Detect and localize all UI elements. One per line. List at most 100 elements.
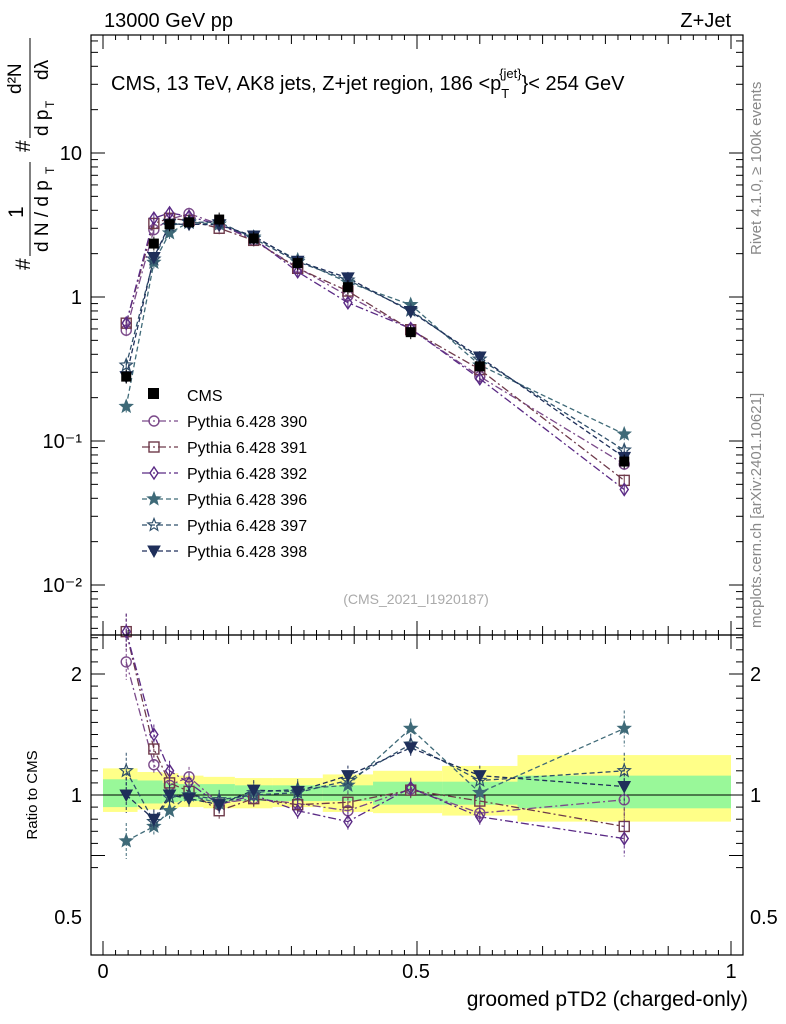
ratio-series-point	[246, 784, 261, 798]
ratio-series-point	[472, 784, 488, 800]
ratio-series-point	[290, 785, 305, 799]
ratio-series-point	[343, 814, 353, 829]
ratio-band-inner	[103, 779, 138, 808]
ytick-label-0.01: 10⁻²	[43, 575, 83, 597]
main-series-point	[161, 224, 178, 240]
legend-series-label: Pythia 6.428 390	[187, 414, 307, 431]
main-panel: 10 1 10⁻¹ 10⁻² CMS, 13 TeV, AK8 jets, Z+…	[5, 34, 744, 636]
ylabel-hash2: #	[12, 140, 35, 152]
ratio-ytick-label-2: 2	[71, 664, 82, 686]
ylabel-T: T	[43, 166, 57, 174]
legend-series-label: Pythia 6.428 398	[187, 544, 307, 561]
legend-cms-marker	[148, 388, 159, 399]
ratio-series-point	[405, 780, 416, 796]
cms-data-point	[292, 258, 303, 269]
title-tail: }< 254 GeV	[522, 73, 626, 95]
ylabel-d2N: d²N	[5, 63, 26, 94]
main-series-point	[118, 357, 134, 372]
title-sup: {jet}	[499, 66, 522, 81]
main-series-point	[292, 264, 303, 280]
ytick-label-0.1: 10⁻¹	[43, 431, 83, 453]
ratio-panel: 2 1 0.5 2 1 0.5 Ratio to CMS 0 0.5 1 gro…	[24, 613, 778, 1011]
ratio-series-point	[147, 813, 161, 827]
title-main: CMS, 13 TeV, AK8 jets, Z+jet region, 186…	[111, 73, 501, 95]
legend-series-label: Pythia 6.428 397	[187, 518, 307, 535]
y-axis-label: # 1 d N / d p T # d²N d p T dλ	[5, 38, 57, 270]
ratio-series-point	[341, 770, 355, 783]
ratio-axis-ticks	[91, 635, 743, 955]
header-right: Z+Jet	[680, 10, 731, 32]
xtick-label-0.5: 0.5	[402, 961, 430, 983]
ratio-series-point	[119, 789, 134, 803]
main-series-point	[147, 252, 161, 265]
legend-series-label: Pythia 6.428 392	[187, 466, 307, 483]
ytick-label-1: 1	[71, 287, 82, 309]
legend-series-marker	[149, 465, 159, 481]
ratio-series-point	[619, 831, 630, 846]
ratio-series-point	[118, 762, 134, 778]
main-axis-ticks	[91, 35, 743, 635]
rivet-label: Rivet 4.1.0, ≥ 100k events	[748, 82, 765, 255]
chart-title: CMS, 13 TeV, AK8 jets, Z+jet region, 186…	[111, 66, 625, 101]
title-sub: T	[501, 86, 509, 101]
ratio-ytick-label-right-1: 1	[750, 785, 761, 807]
ratio-ytick-label-0.5: 0.5	[54, 907, 82, 929]
main-series-point	[341, 272, 355, 285]
main-series-point	[616, 425, 632, 441]
ratio-series-point	[402, 720, 419, 736]
ylabel-hash: #	[12, 258, 35, 270]
ratio-series-point	[212, 799, 227, 812]
main-series-line	[125, 221, 625, 435]
main-series-point	[121, 315, 132, 331]
ylabel-dlambda: dλ	[32, 59, 53, 80]
ratio-ytick-label-right-0.5: 0.5	[750, 907, 778, 929]
ylabel-T2: T	[43, 100, 57, 108]
ratio-series-point	[403, 742, 418, 755]
ratio-series-point	[148, 759, 160, 771]
legend-series-marker	[148, 415, 160, 427]
legend: CMS Pythia 6.428 390 Pythia 6.428 391 Pyth…	[142, 388, 307, 561]
cms-data-point	[342, 282, 353, 293]
main-series-point	[474, 371, 485, 387]
main-series-points	[118, 205, 632, 497]
xtick-label-1: 1	[725, 961, 736, 983]
ratio-ytick-label-right-2: 2	[750, 664, 761, 686]
legend-series-marker	[146, 490, 162, 506]
ratio-series-point	[148, 743, 160, 755]
ratio-band-inner	[137, 780, 163, 804]
ratio-series-points	[118, 613, 632, 859]
legend-series-marker	[147, 545, 161, 559]
mcplots-label: mcplots.cern.ch [arXiv:2401.10621]	[748, 393, 765, 628]
ytick-label-10: 10	[60, 143, 82, 165]
ratio-series-point	[164, 763, 175, 779]
legend-cms-label: CMS	[187, 388, 223, 405]
main-series-point	[619, 482, 630, 497]
xtick-label-0: 0	[97, 961, 108, 983]
header-left: 13000 GeV pp	[104, 10, 233, 32]
legend-series-label: Pythia 6.428 396	[187, 492, 307, 509]
ratio-series-point	[149, 727, 159, 742]
cms-data-point	[214, 214, 225, 225]
main-series-point	[472, 351, 487, 365]
cms-data-point	[164, 219, 175, 230]
x-axis-label: groomed pTD2 (charged-only)	[467, 988, 748, 1011]
ratio-series-point	[161, 802, 178, 818]
ratio-y-axis-label: Ratio to CMS	[24, 750, 41, 839]
ratio-series-point	[342, 796, 354, 808]
ratio-series-point	[472, 770, 487, 783]
cms-data-point	[248, 233, 259, 244]
ratio-frame	[90, 634, 744, 956]
cms-data-point	[405, 327, 416, 338]
ylabel-dpT: d p	[32, 110, 53, 136]
main-series-point	[149, 210, 159, 226]
ratio-series-point	[162, 789, 177, 803]
watermark: (CMS_2021_I1920187)	[343, 591, 489, 607]
ratio-series-point	[121, 624, 132, 639]
ratio-series-point	[292, 803, 303, 818]
main-series-point	[118, 398, 134, 414]
legend-series-marker	[148, 441, 160, 453]
ylabel-dN: d N / d p	[32, 180, 53, 252]
ratio-ytick-label-1: 1	[71, 785, 82, 807]
main-y-tick-labels: 10 1 10⁻¹ 10⁻²	[43, 143, 83, 597]
